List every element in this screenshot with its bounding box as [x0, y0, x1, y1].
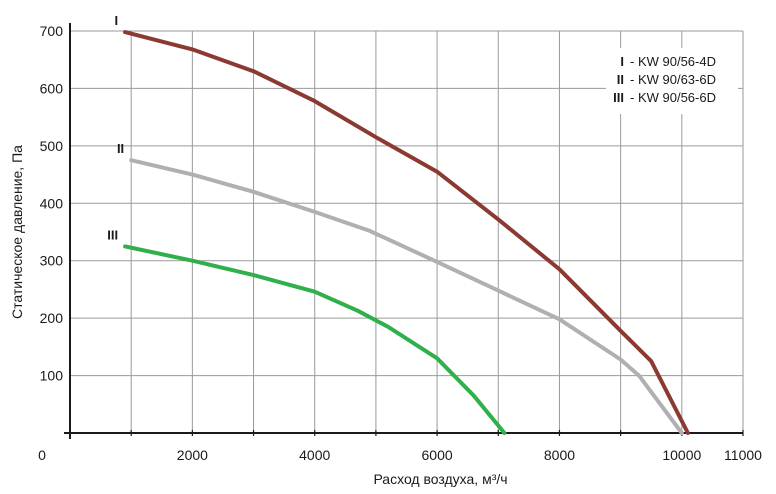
legend-numeral-ii: II	[617, 72, 624, 87]
y-tick-labels: 100 200 300 400 500 600 700	[40, 23, 64, 384]
x-tick-label-0: 0	[38, 447, 46, 463]
x-tick-label-4000: 4000	[299, 447, 330, 463]
y-tick-label-500: 500	[40, 138, 64, 154]
legend-label-iii: - KW 90/56-6D	[630, 90, 716, 105]
x-tick-label-2000: 2000	[177, 447, 208, 463]
axes	[64, 23, 744, 439]
y-tick-label-600: 600	[40, 80, 64, 96]
grid-lines	[70, 30, 744, 433]
legend-numeral-i: I	[620, 54, 624, 69]
y-tick-label-400: 400	[40, 195, 64, 211]
y-tick-label-100: 100	[40, 368, 64, 384]
x-tick-label-11000: 11000	[724, 447, 762, 463]
legend-numeral-iii: III	[613, 90, 624, 105]
legend-label-ii: - KW 90/63-6D	[630, 72, 716, 87]
series-line-ii	[129, 158, 684, 435]
series-line-iii	[123, 244, 507, 435]
curve-numeral-i: I	[114, 13, 118, 28]
x-tick-label-10000: 10000	[662, 447, 701, 463]
series-lines	[123, 30, 690, 435]
y-tick-label-700: 700	[40, 23, 64, 39]
x-tick-labels: 0 2000 4000 6000 8000 10000 11000	[38, 447, 762, 463]
y-tick-label-200: 200	[40, 310, 64, 326]
series-line-i	[123, 30, 690, 435]
legend-label-i: - KW 90/56-4D	[630, 54, 716, 69]
curve-numeral-ii: II	[117, 141, 124, 156]
curve-numeral-iii: III	[107, 227, 118, 242]
y-tick-label-300: 300	[40, 253, 64, 269]
legend-box	[606, 48, 738, 114]
x-axis-title: Расход воздуха, м³/ч	[373, 471, 507, 487]
legend: I - KW 90/56-4D II - KW 90/63-6D III - KW 90/…	[606, 48, 738, 114]
x-tick-label-6000: 6000	[422, 447, 453, 463]
x-tick-label-8000: 8000	[544, 447, 575, 463]
y-axis-title: Статическое давление, Па	[9, 145, 25, 319]
